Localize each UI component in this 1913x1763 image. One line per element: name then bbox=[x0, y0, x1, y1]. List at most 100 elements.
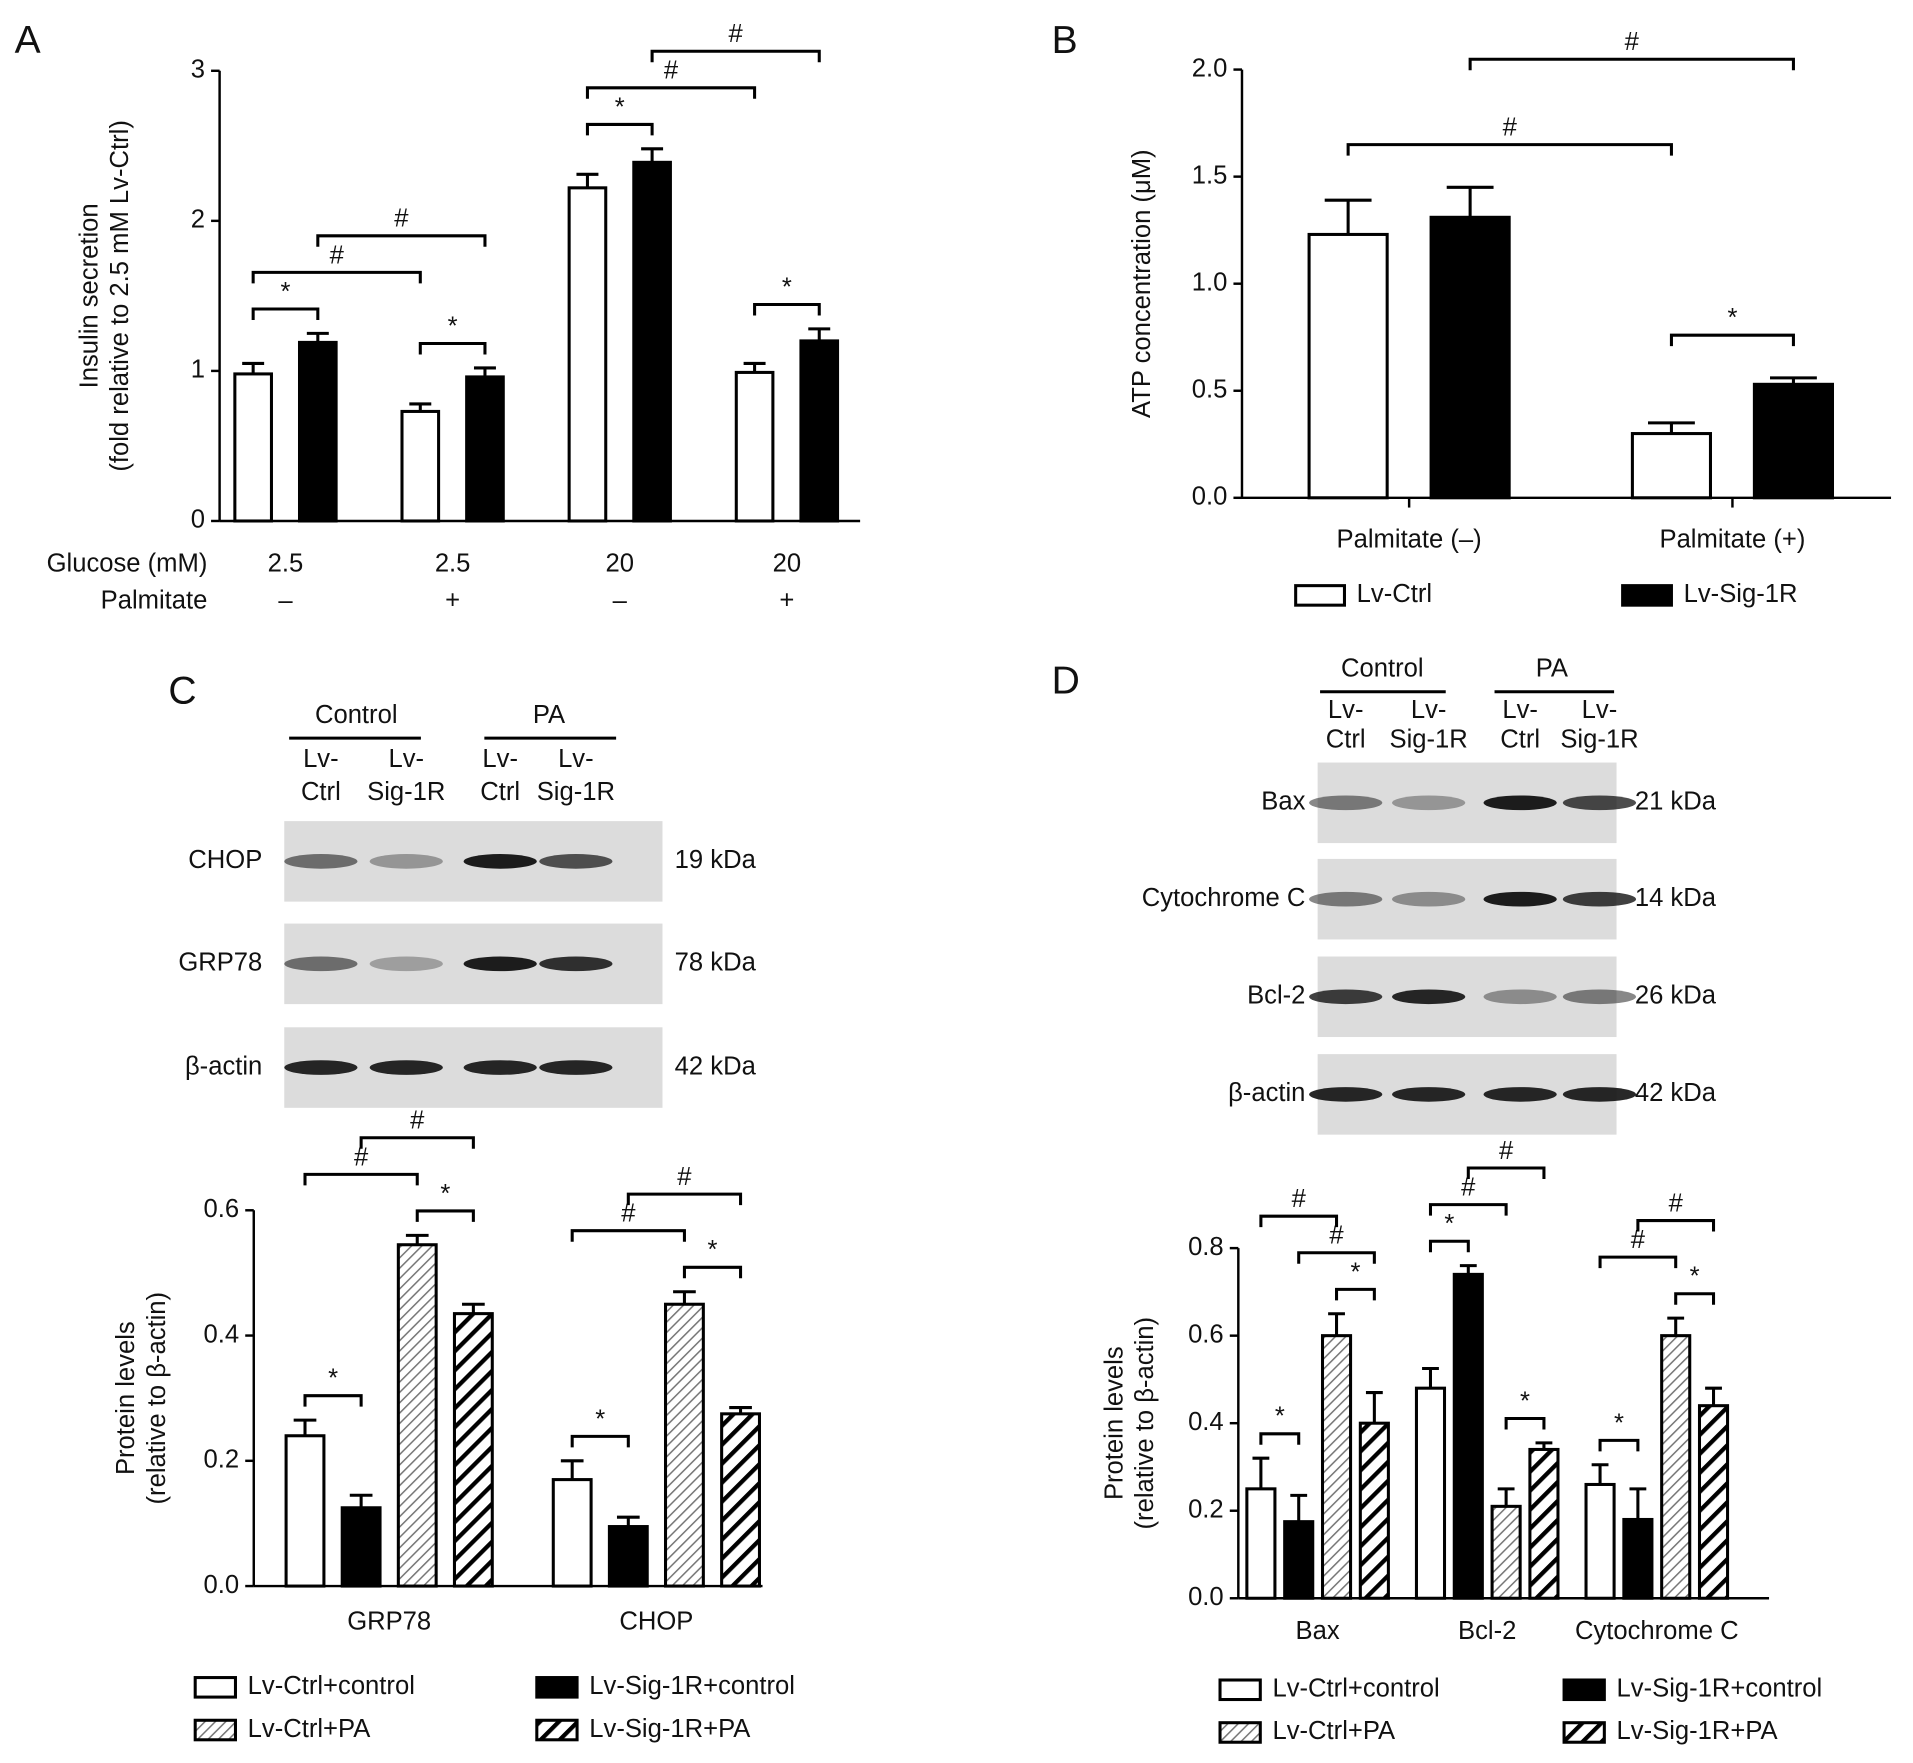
y-tick-label: 0.5 bbox=[1192, 376, 1228, 404]
error-bar bbox=[293, 1418, 317, 1436]
significance-bracket bbox=[303, 1172, 419, 1186]
panel-label: A bbox=[15, 19, 41, 62]
x-tick-label: 20 bbox=[606, 550, 635, 578]
y-tick-label: 2 bbox=[191, 206, 205, 234]
x-tick-label: Palmitate (–) bbox=[1337, 525, 1482, 553]
y-tick-label: 1.5 bbox=[1192, 161, 1228, 189]
significance-bracket bbox=[359, 1136, 475, 1149]
blot-protein-label: Bax bbox=[1261, 788, 1305, 816]
significance-bracket bbox=[1346, 143, 1673, 156]
x-row-label: Glucose (mM) bbox=[47, 550, 208, 578]
error-bar bbox=[1365, 1391, 1383, 1424]
blot-band bbox=[463, 1060, 537, 1075]
y-tick-label: 2.0 bbox=[1192, 54, 1228, 82]
legend-swatch bbox=[1562, 1678, 1606, 1702]
bar bbox=[340, 1506, 382, 1588]
bar bbox=[1283, 1520, 1315, 1600]
bar bbox=[1622, 1517, 1654, 1600]
bar bbox=[663, 1302, 705, 1588]
y-tick-label: 0.0 bbox=[1188, 1583, 1224, 1611]
legend-label: Lv-Ctrl+PA bbox=[248, 1715, 372, 1743]
y-tick-label: 0.6 bbox=[204, 1195, 240, 1223]
y-axis-label: Protein levels bbox=[112, 1321, 140, 1475]
blot-band bbox=[1309, 795, 1383, 811]
significance-label: # bbox=[1461, 1174, 1476, 1202]
error-bar bbox=[462, 1302, 485, 1314]
significance-label: * bbox=[782, 273, 792, 301]
blot-group-label: Control bbox=[315, 701, 398, 729]
blot-protein-label: β-actin bbox=[185, 1052, 262, 1080]
significance-label: * bbox=[1350, 1258, 1360, 1286]
significance-bracket bbox=[251, 270, 422, 284]
blot-band bbox=[1562, 1087, 1637, 1102]
y-tick-label: 1 bbox=[191, 356, 205, 384]
significance-bracket bbox=[303, 1394, 363, 1407]
blot-band bbox=[1562, 989, 1637, 1005]
x-row-label: Palmitate bbox=[101, 586, 208, 614]
legend-label: Lv-Sig-1R+PA bbox=[589, 1715, 751, 1743]
error-bar bbox=[1497, 1487, 1515, 1507]
bar bbox=[734, 370, 775, 523]
y-axis-label: (relative to β-actin) bbox=[1131, 1317, 1159, 1530]
significance-bracket bbox=[251, 307, 320, 320]
blot-size-label: 14 kDa bbox=[1635, 884, 1717, 912]
error-bar bbox=[405, 1233, 429, 1245]
y-tick-label: 0.6 bbox=[1188, 1320, 1224, 1348]
blot-lane-label: Lv- bbox=[388, 745, 424, 773]
y-tick-label: 0 bbox=[191, 506, 205, 534]
blot-band bbox=[1392, 989, 1466, 1005]
significance-bracket bbox=[1468, 57, 1795, 71]
error-bar bbox=[641, 147, 664, 163]
legend-swatch bbox=[535, 1718, 579, 1742]
significance-label: # bbox=[394, 205, 409, 233]
bar bbox=[1490, 1504, 1522, 1600]
y-tick-label: 1.0 bbox=[1192, 268, 1228, 296]
y-axis-label: Insulin secretion bbox=[76, 203, 104, 388]
bar bbox=[1245, 1487, 1277, 1600]
y-axis-label: Protein levels bbox=[1100, 1346, 1128, 1500]
blot-lane-label: Lv- bbox=[558, 745, 594, 773]
bar bbox=[632, 160, 672, 523]
legend-label: Lv-Sig-1R+control bbox=[589, 1672, 795, 1700]
legend-swatch bbox=[1218, 1678, 1262, 1702]
bar bbox=[1528, 1447, 1560, 1600]
blot-lane-label: Ctrl bbox=[480, 778, 520, 806]
significance-bracket bbox=[585, 86, 757, 99]
blot-lane-label: Lv- bbox=[1328, 696, 1364, 724]
significance-label: # bbox=[621, 1200, 636, 1228]
error-bar bbox=[1290, 1493, 1308, 1522]
blot-size-label: 19 kDa bbox=[675, 846, 757, 874]
blot-band bbox=[1562, 891, 1637, 907]
blot-protein-label: β-actin bbox=[1228, 1079, 1305, 1107]
significance-label: * bbox=[1727, 304, 1737, 332]
legend-label: Lv-Ctrl+PA bbox=[1272, 1717, 1396, 1745]
y-axis-label: (relative to β-actin) bbox=[143, 1292, 171, 1505]
blot-band bbox=[1309, 891, 1383, 907]
significance-label: # bbox=[1669, 1189, 1684, 1217]
bar bbox=[1414, 1386, 1447, 1600]
blot-band bbox=[1483, 795, 1557, 811]
error-bar bbox=[242, 361, 265, 374]
blot-band bbox=[1392, 891, 1466, 907]
panel-label: B bbox=[1052, 19, 1078, 62]
bar bbox=[607, 1525, 649, 1588]
significance-bracket bbox=[682, 1265, 743, 1279]
bar bbox=[396, 1243, 438, 1588]
blot-band bbox=[539, 956, 613, 972]
bar bbox=[567, 186, 608, 523]
bar bbox=[297, 340, 338, 523]
significance-label: # bbox=[410, 1107, 425, 1135]
significance-bracket bbox=[1636, 1219, 1716, 1232]
blot-lane-label: Lv- bbox=[482, 745, 518, 773]
bar bbox=[1697, 1404, 1730, 1600]
blot-band bbox=[369, 956, 443, 972]
error-bar bbox=[349, 1493, 373, 1508]
blot-size-label: 42 kDa bbox=[1635, 1079, 1717, 1107]
significance-label: # bbox=[1329, 1222, 1344, 1250]
significance-label: * bbox=[708, 1236, 718, 1264]
bar bbox=[452, 1312, 494, 1588]
x-tick-label: – bbox=[613, 586, 628, 614]
significance-bracket bbox=[570, 1434, 630, 1448]
blot-band bbox=[1392, 1087, 1466, 1102]
